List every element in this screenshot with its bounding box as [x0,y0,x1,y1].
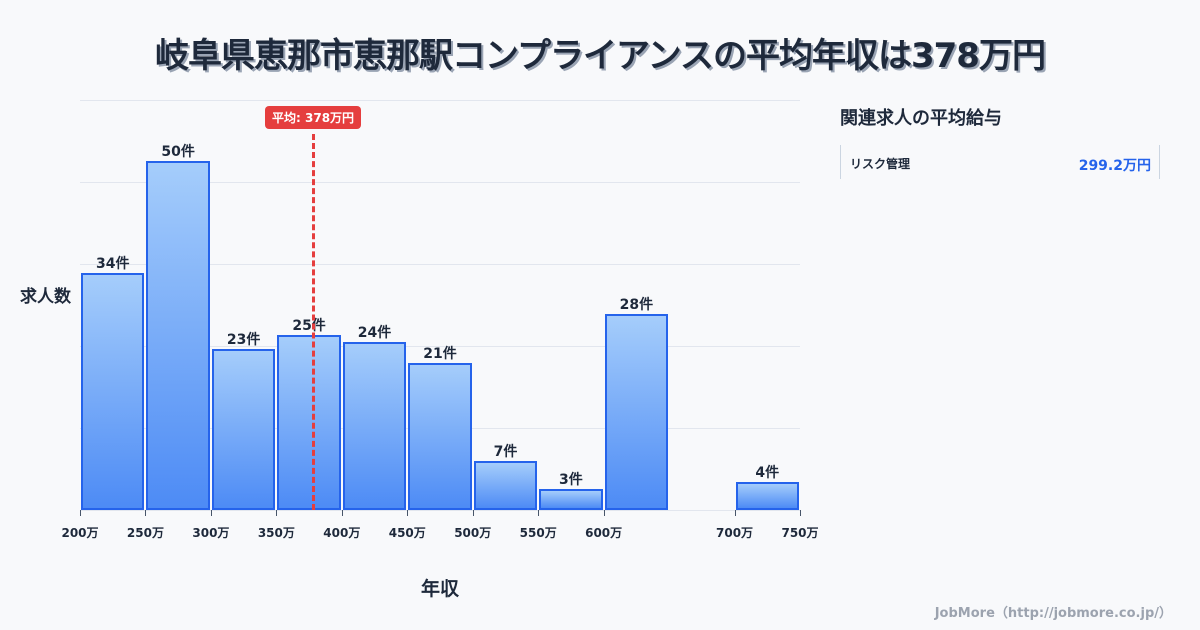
page-title: 岐阜県恵那市恵那駅コンプライアンスの平均年収は378万円 [155,36,1046,76]
x-tick [80,510,81,516]
related-job-name: リスク管理 [850,157,911,171]
histogram-bar[interactable] [211,349,276,510]
x-tick-label: 700万 [716,526,754,540]
mean-line [312,134,316,510]
histogram-bar[interactable] [604,314,669,510]
x-tick [276,510,278,516]
x-tick [407,510,409,516]
mean-badge: 平均: 378万円 [265,106,362,129]
footer-credit: JobMore（http://jobmore.co.jp/） [934,606,1172,621]
histogram-bar[interactable] [277,335,341,510]
bar-value-label: 21件 [423,346,457,363]
x-tick [734,510,736,516]
bar-value-label: 7件 [493,444,518,461]
related-salary-title: 関連求人の平均給与 [840,108,1002,129]
bar-value-label: 50件 [161,143,195,160]
bar-value-label: 25件 [292,318,326,335]
histogram-bar[interactable] [539,489,603,510]
bar-value-label: 3件 [559,472,583,489]
bar-value-label: 28件 [619,297,654,314]
x-tick-label: 300万 [192,526,230,540]
x-tick-label: 250万 [126,526,164,540]
x-tick [538,510,540,516]
x-tick [341,510,343,516]
histogram-bar[interactable] [81,272,145,510]
bar-value-label: 4件 [755,465,780,482]
x-tick-label: 200万 [61,526,99,540]
related-job-salary: 299.2万円 [1078,158,1151,174]
bar-value-label: 34件 [95,255,130,272]
gridline [80,182,800,183]
x-tick-label: 600万 [585,526,623,540]
x-tick [210,510,212,516]
x-tick [800,510,801,516]
related-salary-row: リスク管理 299.2万円 [840,145,1160,179]
x-tick [472,510,474,516]
y-axis-label: 求人数 [20,287,71,307]
histogram-bar[interactable] [146,160,210,510]
x-tick [145,510,147,516]
x-tick-label: 550万 [519,526,557,540]
x-tick-label: 750万 [781,526,819,540]
bar-value-label: 24件 [357,325,392,342]
x-tick-label: 450万 [388,526,426,540]
gridline [80,510,800,511]
gridline [80,100,800,101]
bar-value-label: 23件 [226,332,261,349]
histogram-bar[interactable] [408,363,472,510]
gridline [80,264,800,265]
histogram-bar[interactable] [473,461,538,510]
x-tick-label: 500万 [454,526,492,540]
x-tick-label: 400万 [323,526,361,540]
x-tick [603,510,605,516]
x-axis-label: 年収 [420,578,459,600]
gridline [80,346,800,347]
histogram-plot: 34件 50件 23件 25件 24件 21件 7件 3件 28件 4件 平均: 378万円 [80,100,800,511]
histogram-bar[interactable] [342,342,407,510]
histogram-bar[interactable] [735,482,799,510]
x-tick-label: 350万 [257,526,295,540]
